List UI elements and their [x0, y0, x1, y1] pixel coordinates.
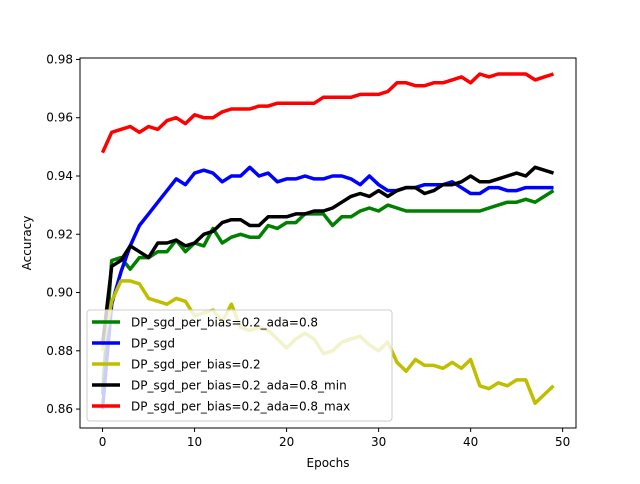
y-tick-label: 0.90: [46, 286, 73, 300]
series-line-1: [100, 165, 554, 410]
legend-label-1: DP_sgd: [131, 337, 175, 351]
series-line-4: [100, 72, 555, 154]
x-tick-label: 20: [279, 435, 294, 449]
series-line-3: [100, 165, 555, 346]
legend-label-0: DP_sgd_per_bias=0.2_ada=0.8: [131, 316, 318, 330]
y-tick-label: 0.98: [46, 52, 73, 66]
y-tick-label: 0.88: [46, 344, 73, 358]
legend-label-2: DP_sgd_per_bias=0.2: [131, 358, 261, 372]
y-tick-label: 0.92: [46, 227, 73, 241]
y-axis: 0.86 0.88 0.90 0.92 0.94 0.96 0.98: [46, 52, 80, 416]
x-axis: 0 10 20 30 40 50: [99, 428, 570, 449]
y-tick-label: 0.96: [46, 111, 73, 125]
x-tick-label: 50: [555, 435, 570, 449]
x-axis-label: Epochs: [307, 456, 350, 470]
legend-label-4: DP_sgd_per_bias=0.2_ada=0.8_max: [131, 400, 350, 414]
x-tick-label: 30: [371, 435, 386, 449]
legend-label-3: DP_sgd_per_bias=0.2_ada=0.8_min: [131, 379, 347, 393]
legend: DP_sgd_per_bias=0.2_ada=0.8 DP_sgd DP_sgd_…: [86, 309, 393, 422]
y-tick-label: 0.86: [46, 402, 73, 416]
x-tick-label: 40: [463, 435, 478, 449]
x-tick-label: 0: [99, 435, 107, 449]
y-tick-label: 0.94: [46, 169, 73, 183]
y-axis-label: Accuracy: [20, 216, 34, 271]
x-tick-label: 10: [187, 435, 202, 449]
plot-frame: [79, 57, 577, 429]
legend-box: [86, 309, 393, 422]
